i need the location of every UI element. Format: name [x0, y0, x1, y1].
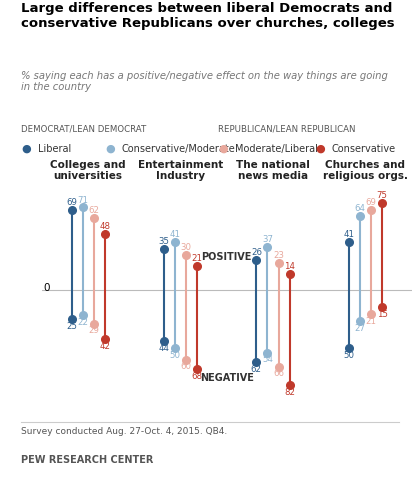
- Text: The national
news media: The national news media: [236, 160, 310, 181]
- Text: 54: 54: [262, 355, 273, 365]
- Text: Liberal: Liberal: [38, 144, 71, 154]
- Text: Colleges and
universities: Colleges and universities: [50, 160, 126, 181]
- Text: 21: 21: [365, 317, 376, 326]
- Text: Entertainment
Industry: Entertainment Industry: [138, 160, 223, 181]
- Text: 62: 62: [88, 206, 99, 215]
- Text: NEGATIVE: NEGATIVE: [200, 373, 254, 383]
- Text: Conservative: Conservative: [332, 144, 396, 154]
- Text: ●: ●: [315, 144, 325, 154]
- Text: REPUBLICAN/LEAN REPUBLICAN: REPUBLICAN/LEAN REPUBLICAN: [218, 124, 356, 133]
- Text: 15: 15: [377, 310, 388, 319]
- Text: 21: 21: [192, 254, 203, 263]
- Text: 27: 27: [354, 324, 365, 333]
- Text: 44: 44: [158, 344, 169, 353]
- Text: 30: 30: [181, 243, 192, 252]
- Text: 22: 22: [77, 318, 88, 327]
- Text: 69: 69: [66, 198, 77, 207]
- Text: Conservative/Moderate: Conservative/Moderate: [122, 144, 236, 154]
- Text: 26: 26: [251, 248, 262, 257]
- Text: Moderate/Liberal: Moderate/Liberal: [235, 144, 318, 154]
- Text: 50: 50: [343, 351, 354, 360]
- Text: 48: 48: [100, 223, 110, 231]
- Text: 60: 60: [181, 363, 192, 371]
- Text: Large differences between liberal Democrats and
conservative Republicans over ch: Large differences between liberal Democr…: [21, 2, 395, 30]
- Text: 37: 37: [262, 235, 273, 244]
- Text: 50: 50: [170, 351, 181, 360]
- Text: 71: 71: [77, 196, 88, 204]
- Text: 75: 75: [377, 191, 388, 200]
- Text: ●: ●: [105, 144, 115, 154]
- Text: ●: ●: [21, 144, 31, 154]
- Text: Churches and
religious orgs.: Churches and religious orgs.: [323, 160, 408, 181]
- Text: DEMOCRAT/LEAN DEMOCRAT: DEMOCRAT/LEAN DEMOCRAT: [21, 124, 146, 133]
- Text: 42: 42: [100, 342, 110, 350]
- Text: 62: 62: [251, 365, 262, 374]
- Text: 29: 29: [88, 326, 99, 335]
- Text: % saying each has a positive/negative effect on the way things are going
in the : % saying each has a positive/negative ef…: [21, 71, 388, 92]
- Text: 35: 35: [158, 237, 169, 246]
- Text: 66: 66: [273, 369, 284, 378]
- Text: 0: 0: [43, 283, 50, 293]
- Text: 41: 41: [343, 230, 354, 240]
- Text: 68: 68: [192, 372, 203, 381]
- Text: 64: 64: [354, 203, 365, 213]
- Text: 23: 23: [273, 251, 284, 260]
- Text: 25: 25: [66, 322, 77, 331]
- Text: 82: 82: [284, 388, 295, 397]
- Text: Survey conducted Aug. 27-Oct. 4, 2015. QB4.: Survey conducted Aug. 27-Oct. 4, 2015. Q…: [21, 427, 227, 436]
- Text: 41: 41: [170, 230, 181, 240]
- Text: 14: 14: [284, 262, 295, 271]
- Text: 69: 69: [365, 198, 376, 207]
- Text: ●: ●: [218, 144, 228, 154]
- Text: PEW RESEARCH CENTER: PEW RESEARCH CENTER: [21, 455, 153, 465]
- Text: POSITIVE: POSITIVE: [202, 252, 252, 263]
